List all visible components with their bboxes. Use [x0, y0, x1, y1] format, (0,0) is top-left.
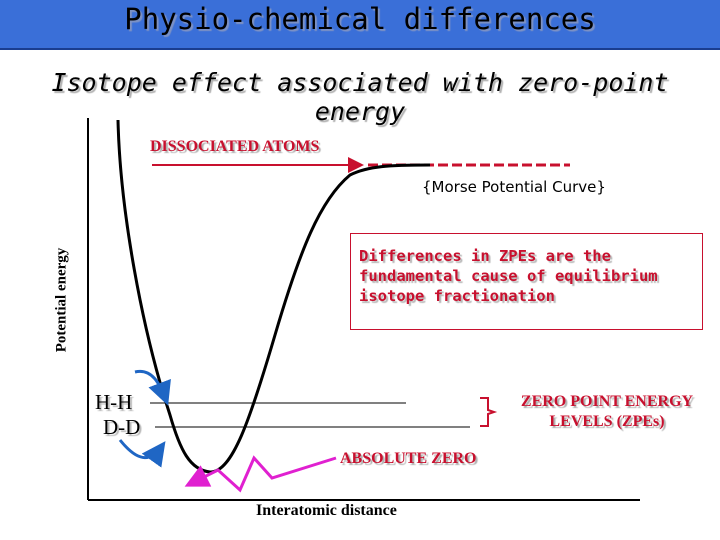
x-axis-label: Interatomic distance — [256, 502, 397, 519]
title-bar — [0, 0, 720, 50]
page-title: Physio-chemical differences — [124, 2, 596, 36]
absolute-zero-arrow — [184, 455, 337, 493]
zpe-label: ZERO POINT ENERGY LEVELS (ZPEs) — [520, 393, 694, 430]
page-subtitle: Isotope effect associated with zero-poin… — [51, 68, 669, 126]
hh-blue-arrow — [134, 369, 171, 406]
absolute-zero-label: ABSOLUTE ZERO — [340, 450, 477, 467]
dd-label: D-D — [103, 415, 141, 439]
zpe-bracket — [480, 397, 498, 427]
note-box: Differences in ZPEs are the fundamental … — [350, 233, 703, 330]
dd-blue-arrow — [118, 439, 166, 468]
note-text: Differences in ZPEs are the fundamental … — [359, 247, 658, 305]
hh-label: H-H — [95, 390, 133, 414]
y-axis-label: Potential energy — [53, 247, 70, 353]
morse-curve-label: {Morse Potential Curve} — [422, 178, 606, 196]
dissociated-atoms-label: DISSOCIATED ATOMS — [150, 138, 320, 155]
morse-curve — [116, 119, 431, 474]
